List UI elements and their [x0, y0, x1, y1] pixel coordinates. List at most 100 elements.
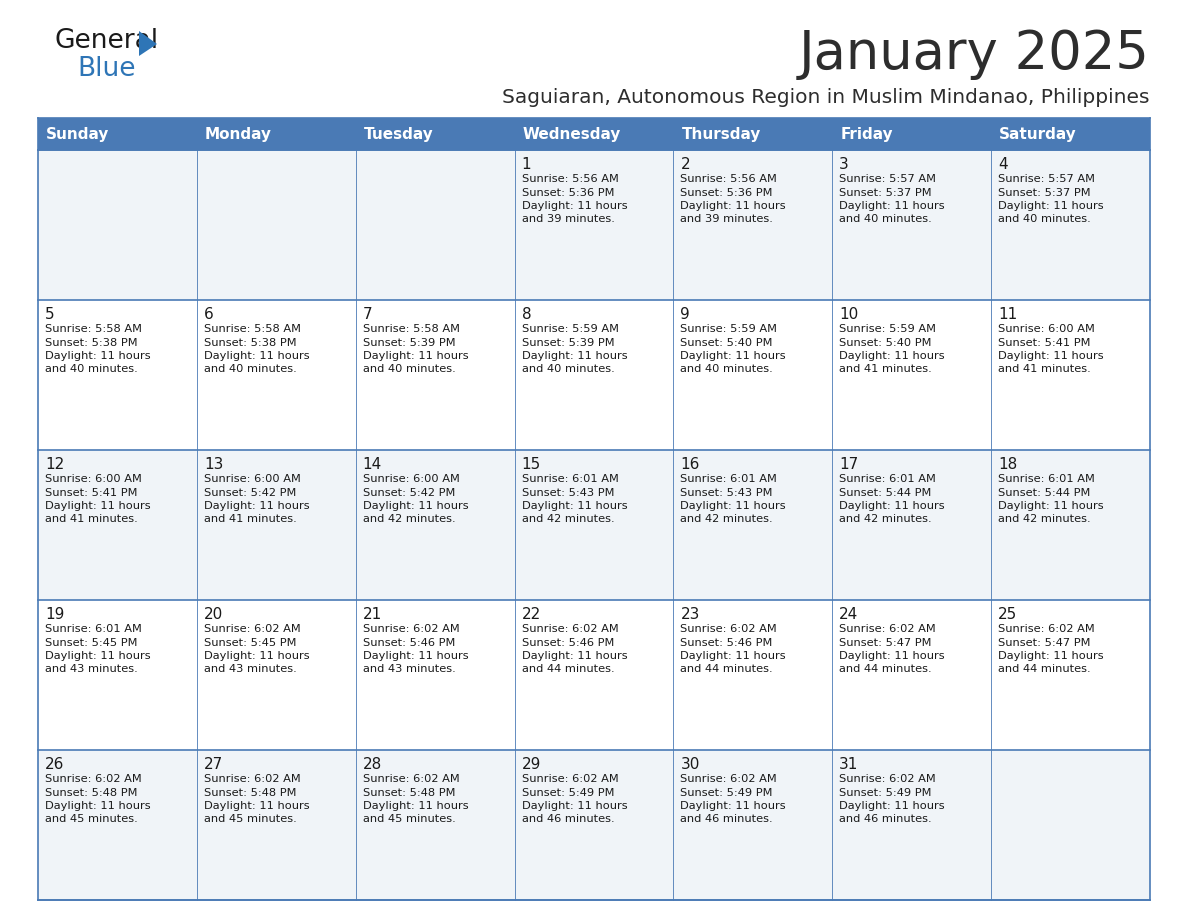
Text: and 42 minutes.: and 42 minutes.: [522, 514, 614, 524]
Text: Sunset: 5:40 PM: Sunset: 5:40 PM: [681, 338, 773, 348]
Text: 7: 7: [362, 307, 372, 322]
Text: Thursday: Thursday: [682, 127, 760, 141]
Text: and 39 minutes.: and 39 minutes.: [681, 215, 773, 225]
Text: Tuesday: Tuesday: [364, 127, 434, 141]
Text: 3: 3: [839, 157, 849, 172]
Text: Daylight: 11 hours: Daylight: 11 hours: [681, 651, 786, 661]
Text: and 44 minutes.: and 44 minutes.: [839, 665, 931, 675]
Text: Daylight: 11 hours: Daylight: 11 hours: [998, 351, 1104, 361]
Text: Sunset: 5:45 PM: Sunset: 5:45 PM: [204, 637, 296, 647]
Text: Monday: Monday: [204, 127, 272, 141]
Text: and 45 minutes.: and 45 minutes.: [362, 814, 455, 824]
Text: 28: 28: [362, 757, 383, 772]
Text: and 41 minutes.: and 41 minutes.: [839, 364, 933, 375]
Text: Daylight: 11 hours: Daylight: 11 hours: [998, 201, 1104, 211]
Text: Sunrise: 5:58 AM: Sunrise: 5:58 AM: [45, 324, 143, 334]
Text: Sunrise: 5:56 AM: Sunrise: 5:56 AM: [681, 174, 777, 184]
Text: Daylight: 11 hours: Daylight: 11 hours: [204, 501, 310, 511]
Text: 11: 11: [998, 307, 1017, 322]
Text: Sunset: 5:48 PM: Sunset: 5:48 PM: [45, 788, 138, 798]
Bar: [38, 450, 1150, 600]
Text: Daylight: 11 hours: Daylight: 11 hours: [362, 651, 468, 661]
Text: Daylight: 11 hours: Daylight: 11 hours: [45, 501, 151, 511]
Text: 31: 31: [839, 757, 859, 772]
Text: and 40 minutes.: and 40 minutes.: [204, 364, 297, 375]
Text: Sunset: 5:47 PM: Sunset: 5:47 PM: [839, 637, 931, 647]
Text: Sunset: 5:41 PM: Sunset: 5:41 PM: [45, 487, 138, 498]
Text: 10: 10: [839, 307, 859, 322]
Text: and 42 minutes.: and 42 minutes.: [998, 514, 1091, 524]
Text: Sunset: 5:40 PM: Sunset: 5:40 PM: [839, 338, 931, 348]
Text: Sunday: Sunday: [46, 127, 109, 141]
Text: and 41 minutes.: and 41 minutes.: [45, 514, 138, 524]
Text: and 45 minutes.: and 45 minutes.: [45, 814, 138, 824]
Text: Sunrise: 6:02 AM: Sunrise: 6:02 AM: [681, 624, 777, 634]
Bar: [38, 118, 1150, 150]
Bar: [38, 300, 1150, 450]
Text: Friday: Friday: [840, 127, 893, 141]
Text: Daylight: 11 hours: Daylight: 11 hours: [522, 801, 627, 811]
Text: Sunset: 5:36 PM: Sunset: 5:36 PM: [681, 187, 773, 197]
Text: Sunset: 5:44 PM: Sunset: 5:44 PM: [998, 487, 1091, 498]
Text: and 42 minutes.: and 42 minutes.: [681, 514, 773, 524]
Text: Sunrise: 5:57 AM: Sunrise: 5:57 AM: [839, 174, 936, 184]
Text: and 40 minutes.: and 40 minutes.: [681, 364, 773, 375]
Text: Blue: Blue: [77, 56, 135, 82]
Text: 14: 14: [362, 457, 383, 472]
Text: 13: 13: [204, 457, 223, 472]
Text: 24: 24: [839, 607, 859, 622]
Text: 23: 23: [681, 607, 700, 622]
Text: Sunrise: 5:59 AM: Sunrise: 5:59 AM: [681, 324, 777, 334]
Text: 6: 6: [204, 307, 214, 322]
Text: 1: 1: [522, 157, 531, 172]
Text: Daylight: 11 hours: Daylight: 11 hours: [839, 351, 944, 361]
Text: Sunrise: 5:59 AM: Sunrise: 5:59 AM: [839, 324, 936, 334]
Text: Daylight: 11 hours: Daylight: 11 hours: [522, 351, 627, 361]
Text: Sunrise: 5:59 AM: Sunrise: 5:59 AM: [522, 324, 619, 334]
Text: Sunrise: 6:02 AM: Sunrise: 6:02 AM: [204, 774, 301, 784]
Bar: [38, 600, 1150, 750]
Text: Daylight: 11 hours: Daylight: 11 hours: [362, 351, 468, 361]
Text: and 40 minutes.: and 40 minutes.: [998, 215, 1091, 225]
Text: and 46 minutes.: and 46 minutes.: [839, 814, 931, 824]
Text: Sunset: 5:43 PM: Sunset: 5:43 PM: [522, 487, 614, 498]
Text: Daylight: 11 hours: Daylight: 11 hours: [522, 651, 627, 661]
Text: 17: 17: [839, 457, 859, 472]
Text: Daylight: 11 hours: Daylight: 11 hours: [45, 801, 151, 811]
Text: Sunset: 5:47 PM: Sunset: 5:47 PM: [998, 637, 1091, 647]
Text: Sunset: 5:44 PM: Sunset: 5:44 PM: [839, 487, 931, 498]
Text: and 43 minutes.: and 43 minutes.: [362, 665, 455, 675]
Text: Sunrise: 6:02 AM: Sunrise: 6:02 AM: [998, 624, 1095, 634]
Text: Sunset: 5:37 PM: Sunset: 5:37 PM: [839, 187, 931, 197]
Bar: [38, 150, 1150, 300]
Text: Daylight: 11 hours: Daylight: 11 hours: [204, 351, 310, 361]
Text: Sunset: 5:38 PM: Sunset: 5:38 PM: [204, 338, 297, 348]
Text: Saturday: Saturday: [999, 127, 1076, 141]
Text: 2: 2: [681, 157, 690, 172]
Text: Daylight: 11 hours: Daylight: 11 hours: [681, 801, 786, 811]
Text: Sunrise: 6:00 AM: Sunrise: 6:00 AM: [204, 474, 301, 484]
Text: Sunrise: 5:58 AM: Sunrise: 5:58 AM: [362, 324, 460, 334]
Text: 30: 30: [681, 757, 700, 772]
Text: 9: 9: [681, 307, 690, 322]
Text: Sunrise: 6:01 AM: Sunrise: 6:01 AM: [839, 474, 936, 484]
Text: 20: 20: [204, 607, 223, 622]
Text: Sunset: 5:39 PM: Sunset: 5:39 PM: [522, 338, 614, 348]
Text: Sunrise: 6:01 AM: Sunrise: 6:01 AM: [998, 474, 1095, 484]
Text: Sunrise: 6:02 AM: Sunrise: 6:02 AM: [45, 774, 141, 784]
Text: Daylight: 11 hours: Daylight: 11 hours: [45, 651, 151, 661]
Text: 18: 18: [998, 457, 1017, 472]
Text: Sunrise: 6:01 AM: Sunrise: 6:01 AM: [681, 474, 777, 484]
Text: and 40 minutes.: and 40 minutes.: [362, 364, 455, 375]
Text: January 2025: January 2025: [800, 28, 1150, 80]
Text: 8: 8: [522, 307, 531, 322]
Text: Daylight: 11 hours: Daylight: 11 hours: [681, 351, 786, 361]
Text: Daylight: 11 hours: Daylight: 11 hours: [839, 201, 944, 211]
Text: 4: 4: [998, 157, 1007, 172]
Text: Daylight: 11 hours: Daylight: 11 hours: [204, 651, 310, 661]
Text: 12: 12: [45, 457, 64, 472]
Text: and 46 minutes.: and 46 minutes.: [681, 814, 773, 824]
Text: and 44 minutes.: and 44 minutes.: [681, 665, 773, 675]
Text: 25: 25: [998, 607, 1017, 622]
Text: and 39 minutes.: and 39 minutes.: [522, 215, 614, 225]
